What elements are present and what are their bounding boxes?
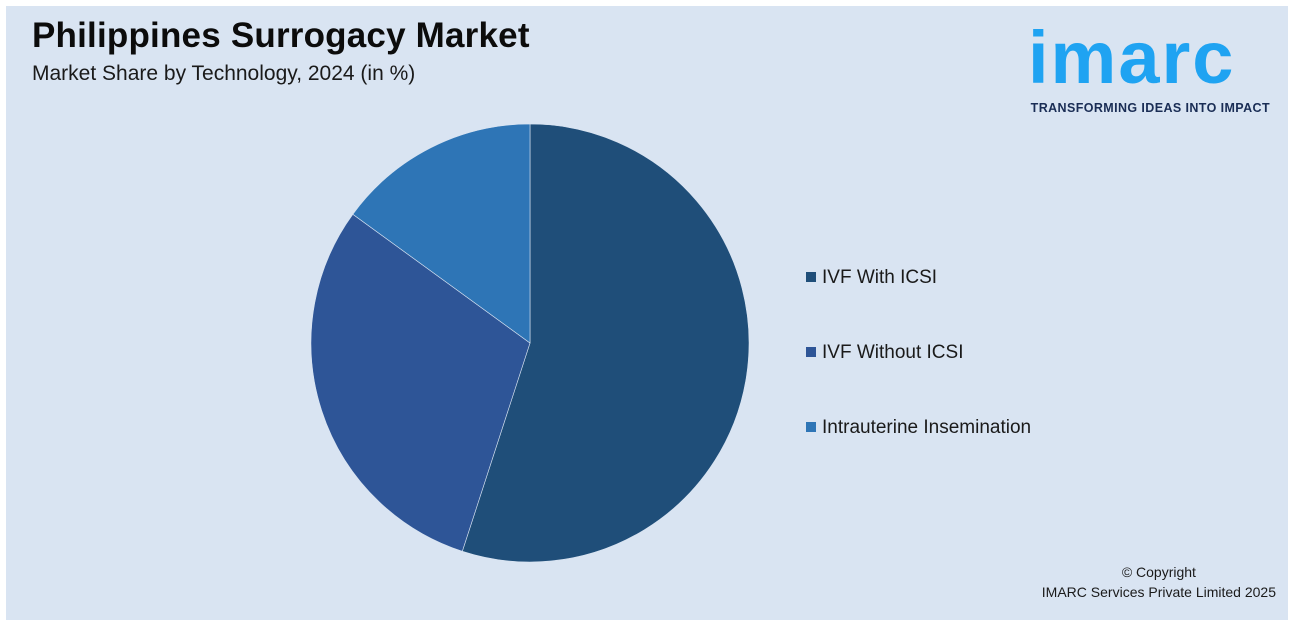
copyright-line-1: © Copyright [1121,564,1196,580]
legend-label: IVF Without ICSI [822,342,964,363]
legend-label: Intrauterine Insemination [822,417,1032,438]
imarc-logo: imarc TRANSFORMING IDEAS INTO IMPACT [1020,10,1276,120]
legend-swatch [806,347,816,357]
pie-slice-ivf-without-icsi [310,213,531,552]
chart-title: Philippines Surrogacy Market [32,16,530,55]
logo-tagline: TRANSFORMING IDEAS INTO IMPACT [1030,101,1270,115]
legend-item-ivf-without-icsi: IVF Without ICSI [806,341,963,365]
legend-item-intrauterine-insemination: Intrauterine Insemination [806,416,1031,440]
legend-swatch [806,272,816,282]
logo-wordmark: imarc [1028,16,1236,99]
legend-swatch [806,422,816,432]
pie-slice-intrauterine-insemination [352,123,531,344]
copyright-note: © Copyright IMARC Services Private Limit… [1042,562,1276,602]
legend-label: IVF With ICSI [822,267,938,288]
pie-slice-ivf-with-icsi [461,123,750,563]
legend-item-ivf-with-icsi: IVF With ICSI [806,266,937,290]
chart-subtitle: Market Share by Technology, 2024 (in %) [32,62,416,85]
copyright-line-2: IMARC Services Private Limited 2025 [1041,584,1276,600]
